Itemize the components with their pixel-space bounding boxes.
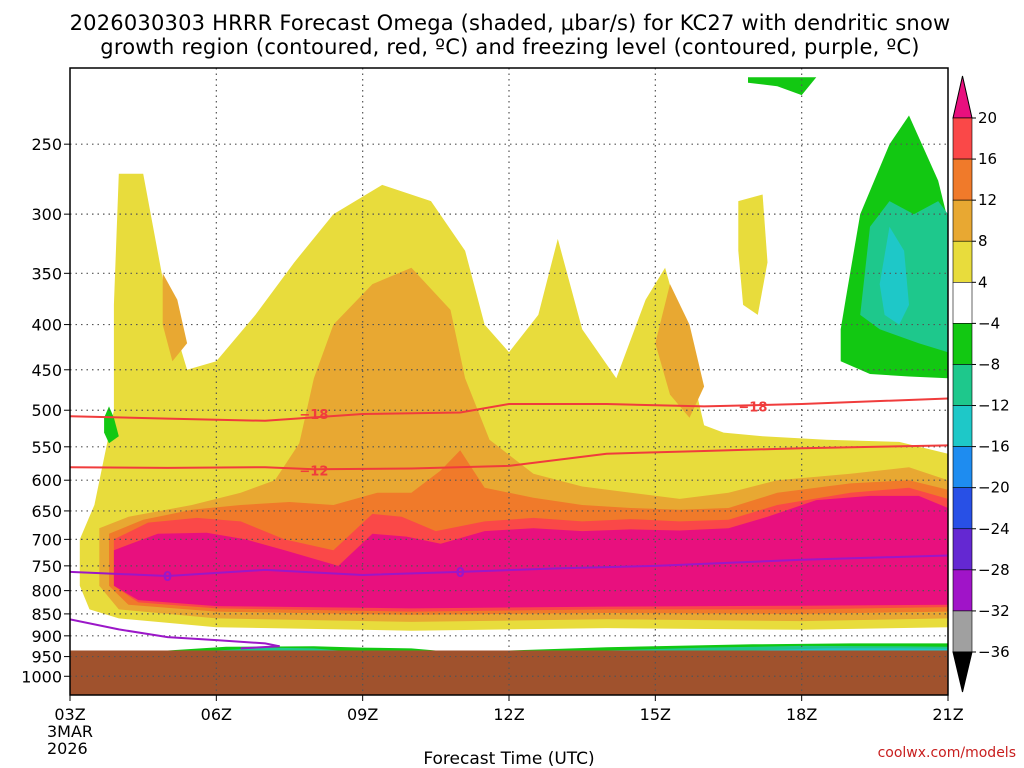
colorbar-band-m12_m8 bbox=[952, 364, 973, 406]
shaded-regions bbox=[70, 77, 948, 695]
colorbar-band-8_12 bbox=[952, 199, 973, 242]
colorbar-label-12: −32 bbox=[978, 602, 1010, 620]
contour-label-1-0: −12 bbox=[299, 464, 328, 479]
pressure-axis: 250 300 350 400 450 500 550 600 650 700 750 800 850 9… bbox=[21, 135, 70, 686]
y-tick-label-1000: 1000 bbox=[21, 667, 62, 686]
colorbar-label-7: −12 bbox=[978, 397, 1010, 415]
colorbar-band-4_8 bbox=[952, 240, 973, 283]
chart-title-line-1: 2026030303 HRRR Forecast Omega (shaded, … bbox=[70, 11, 951, 35]
shaded-region-ground-19 bbox=[70, 650, 948, 695]
contour-line-3 bbox=[70, 618, 280, 650]
y-tick-label-300: 300 bbox=[31, 205, 62, 224]
contour-label-0-0: −18 bbox=[299, 408, 328, 423]
time-axis: 03Z 06Z 09Z 12Z 15Z 18Z 21Z bbox=[54, 695, 964, 724]
y-tick-label-500: 500 bbox=[31, 401, 62, 420]
y-tick-label-800: 800 bbox=[31, 582, 62, 601]
colorbar-label-9: −20 bbox=[978, 479, 1010, 497]
y-tick-label-450: 450 bbox=[31, 361, 62, 380]
shaded-region-m16_m12-11 bbox=[879, 226, 909, 325]
colorbar-band-m24_m20 bbox=[952, 487, 973, 530]
shaded-region-m12_m8-15 bbox=[216, 647, 339, 651]
y-tick-label-250: 250 bbox=[31, 135, 62, 154]
x-axis-label: Forecast Time (UTC) bbox=[423, 749, 594, 768]
x-tick-label-03Z: 03Z bbox=[54, 705, 85, 724]
colorbar-band-below-m36 bbox=[952, 651, 973, 693]
colorbar-label-4: 4 bbox=[978, 273, 988, 291]
colorbar-label-11: −28 bbox=[978, 561, 1010, 579]
chart-title-line-2: growth region (contoured, red, ºC) and f… bbox=[100, 35, 919, 59]
y-tick-label-400: 400 bbox=[31, 316, 62, 335]
y-tick-label-900: 900 bbox=[31, 627, 62, 646]
colorbar-label-1: 16 bbox=[978, 150, 997, 168]
colorbar-label-10: −24 bbox=[978, 520, 1010, 538]
contour-line-0 bbox=[70, 397, 948, 422]
colorbar-band-12_16 bbox=[952, 158, 973, 201]
contour-labels: −18 −18 −12 0 0 bbox=[163, 400, 767, 585]
colorbar-label-2: 12 bbox=[978, 191, 997, 209]
colorbar-band-m8_m4 bbox=[952, 323, 973, 365]
colorbar-band-m28_m24 bbox=[952, 528, 973, 571]
shaded-region-m8_m4-12 bbox=[104, 406, 119, 444]
y-tick-label-850: 850 bbox=[31, 605, 62, 624]
contour-line-1 bbox=[70, 444, 948, 471]
y-tick-label-600: 600 bbox=[31, 471, 62, 490]
colorbar-label-13: −36 bbox=[978, 643, 1010, 661]
y-tick-label-750: 750 bbox=[31, 557, 62, 576]
colorbar-band-m4_4 bbox=[952, 282, 973, 324]
contour-label-2-1: 0 bbox=[456, 566, 465, 581]
y-tick-label-350: 350 bbox=[31, 264, 62, 283]
x-tick-label-21Z: 21Z bbox=[932, 705, 963, 724]
colorbar-band-m32_m28 bbox=[952, 569, 973, 612]
x-tick-label-06Z: 06Z bbox=[201, 705, 232, 724]
y-tick-label-700: 700 bbox=[31, 530, 62, 549]
contour-label-0-1: −18 bbox=[738, 400, 767, 415]
colorbar-band-16_20 bbox=[952, 117, 973, 160]
grid-lines bbox=[70, 68, 948, 695]
colorbar-label-6: −8 bbox=[978, 355, 1000, 373]
colorbar: 20 16 12 8 4 −4 −8 −12 −16 −20 −24 −28 −32 −36 bbox=[952, 75, 1010, 693]
contour-line-2 bbox=[70, 554, 948, 578]
colorbar-label-5: −4 bbox=[978, 314, 1000, 332]
colorbar-label-8: −16 bbox=[978, 438, 1010, 456]
start-date-line-1: 3MAR bbox=[47, 722, 93, 741]
colorbar-band-m16_m12 bbox=[952, 405, 973, 447]
colorbar-band-m36_m32 bbox=[952, 610, 973, 653]
colorbar-label-0: 20 bbox=[978, 109, 997, 127]
shaded-region-4_8-2 bbox=[240, 374, 319, 411]
x-tick-label-15Z: 15Z bbox=[640, 705, 671, 724]
shaded-region-4_8-1 bbox=[738, 194, 768, 315]
shaded-region-8_12-4 bbox=[162, 273, 188, 362]
y-tick-label-950: 950 bbox=[31, 648, 62, 667]
y-tick-label-650: 650 bbox=[31, 502, 62, 521]
shaded-region-above_20-8 bbox=[113, 495, 948, 609]
y-tick-label-550: 550 bbox=[31, 438, 62, 457]
shaded-region-8_12-5 bbox=[655, 284, 705, 418]
x-tick-label-09Z: 09Z bbox=[347, 705, 378, 724]
x-tick-label-18Z: 18Z bbox=[786, 705, 817, 724]
start-date-line-2: 2026 bbox=[47, 739, 88, 758]
contour-label-2-0: 0 bbox=[163, 570, 172, 585]
x-tick-label-12Z: 12Z bbox=[493, 705, 524, 724]
colorbar-label-3: 8 bbox=[978, 232, 988, 250]
colorbar-band-above-20 bbox=[952, 75, 973, 119]
colorbar-band-m20_m16 bbox=[952, 446, 973, 488]
shaded-region-m8_m4-13 bbox=[748, 77, 817, 96]
credit-text: coolwx.com/models bbox=[878, 745, 1016, 761]
contour-lines bbox=[70, 397, 948, 650]
shaded-region-m16_m12-18 bbox=[752, 648, 948, 651]
